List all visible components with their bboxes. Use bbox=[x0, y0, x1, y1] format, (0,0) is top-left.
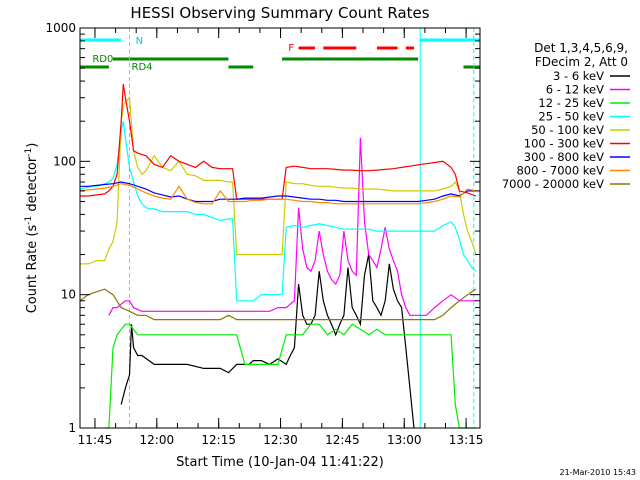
series-group bbox=[79, 83, 477, 429]
x-tick-label-5: 13:00 bbox=[387, 433, 422, 447]
flag-label-rd0: RD0 bbox=[92, 54, 113, 65]
series-line-4 bbox=[80, 96, 477, 265]
legend-label-8: 7000 - 20000 keV bbox=[502, 177, 604, 191]
series-line-2 bbox=[104, 323, 476, 429]
legend-label-6: 300 - 800 keV bbox=[524, 150, 604, 164]
y-axis-label-sup2: -1 bbox=[24, 148, 34, 157]
flag-label-f: F bbox=[288, 43, 294, 54]
series-line-0 bbox=[120, 254, 415, 429]
y-axis-label: Count Rate (s-1 detector-1) bbox=[24, 143, 40, 314]
series-line-8 bbox=[79, 288, 477, 321]
x-tick-label-0: 11:45 bbox=[78, 433, 113, 447]
y-axis-label-sup1: -1 bbox=[24, 216, 34, 225]
x-tick-label-3: 12:30 bbox=[263, 433, 298, 447]
plot-frame bbox=[79, 27, 481, 429]
timestamp: 21-Mar-2010 15:43 bbox=[560, 468, 637, 477]
series-line-3 bbox=[79, 121, 477, 302]
x-tick-label-2: 12:15 bbox=[201, 433, 236, 447]
flag-label-n: N bbox=[136, 36, 143, 47]
legend-label-7: 800 - 7000 keV bbox=[516, 164, 604, 178]
chart-title: HESSI Observing Summary Count Rates bbox=[130, 4, 429, 22]
y-tick-label-1: 10 bbox=[61, 288, 76, 302]
series-line-1 bbox=[108, 137, 476, 316]
series-line-5 bbox=[80, 83, 477, 200]
y-tick-label-3: 1000 bbox=[45, 21, 76, 35]
series-line-6 bbox=[80, 181, 476, 203]
axis-ticks: 11:45 12:00 12:15 12:30 12:45 13:00 13:15 1 10 10… bbox=[45, 21, 483, 447]
legend: Det 1,3,4,5,6,9, FDecim 2, Att 0 3 - 6 k… bbox=[502, 41, 630, 191]
legend-header-line-1: Det 1,3,4,5,6,9, bbox=[534, 41, 628, 55]
y-tick-label-2: 100 bbox=[53, 154, 76, 168]
x-tick-label-1: 12:00 bbox=[140, 433, 175, 447]
y-tick-label-0: 1 bbox=[68, 421, 76, 435]
legend-label-2: 12 - 25 keV bbox=[538, 96, 604, 110]
x-tick-label-4: 12:45 bbox=[325, 433, 360, 447]
legend-label-5: 100 - 300 keV bbox=[524, 137, 604, 151]
legend-label-0: 3 - 6 keV bbox=[553, 69, 604, 83]
series-line-7 bbox=[79, 183, 477, 205]
flag-bars: N RD0 RD4 F bbox=[80, 28, 480, 428]
y-axis-label-main: Count Rate (s bbox=[25, 225, 40, 314]
legend-header-line-2: FDecim 2, Att 0 bbox=[535, 55, 628, 69]
legend-label-3: 25 - 50 keV bbox=[538, 110, 604, 124]
y-axis-label-mid: detector bbox=[25, 156, 40, 216]
flag-label-rd4: RD4 bbox=[132, 62, 153, 73]
legend-label-4: 50 - 100 keV bbox=[531, 123, 604, 137]
x-tick-label-6: 13:15 bbox=[449, 433, 484, 447]
y-axis-label-end: ) bbox=[25, 143, 40, 148]
legend-label-1: 6 - 12 keV bbox=[546, 83, 604, 97]
x-axis-label: Start Time (10-Jan-04 11:41:22) bbox=[176, 455, 384, 470]
